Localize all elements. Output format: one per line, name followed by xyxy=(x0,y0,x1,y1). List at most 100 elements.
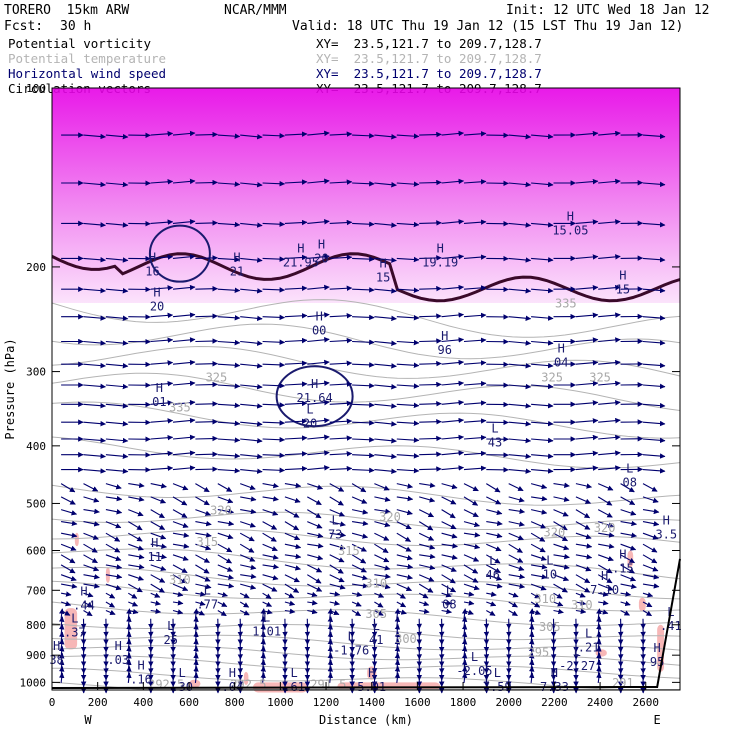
circulation-vector xyxy=(396,221,420,228)
circulation-vector xyxy=(374,573,391,580)
terrain-boundary-line xyxy=(51,558,681,689)
circulation-vector xyxy=(508,543,523,553)
circulation-vector xyxy=(575,434,599,441)
circulation-vector xyxy=(262,532,277,542)
circulation-vector xyxy=(307,543,324,549)
circulation-vector xyxy=(307,359,330,366)
circulation-vector xyxy=(60,543,77,551)
circulation-vector xyxy=(419,338,442,344)
extremum-value-label: 73 xyxy=(328,527,342,541)
circulation-vector xyxy=(441,496,457,505)
circulation-vector xyxy=(307,380,330,387)
extremum-value-label: 20 xyxy=(150,300,164,314)
circulation-vector xyxy=(262,420,286,426)
circulation-vector xyxy=(351,610,362,617)
theta-contour-label: 320 xyxy=(379,510,401,524)
circulation-vector xyxy=(262,362,286,368)
extremum-type-label: H xyxy=(601,569,608,583)
circulation-vector xyxy=(262,496,279,502)
circulation-vector xyxy=(419,496,436,503)
circulation-vector xyxy=(486,564,501,574)
y-tick-label: 700 xyxy=(26,584,46,597)
circulation-vector xyxy=(150,418,174,424)
theta-contour-label: 320 xyxy=(594,521,616,535)
circulation-vector xyxy=(172,509,188,518)
circulation-vector xyxy=(83,420,106,427)
circulation-vector xyxy=(374,583,391,590)
theta-contour-label: 325 xyxy=(206,371,228,385)
circulation-vector xyxy=(150,179,174,185)
circulation-vector xyxy=(441,450,465,456)
circulation-vector xyxy=(150,219,174,225)
circulation-vector xyxy=(150,592,161,598)
circulation-vector xyxy=(463,400,487,406)
extremum-value-label: 46 xyxy=(486,568,500,582)
circulation-vector xyxy=(172,465,196,471)
circulation-vector xyxy=(486,601,497,607)
theta-contour-label: 310 xyxy=(534,592,556,606)
circulation-vector xyxy=(172,178,196,185)
circulation-vector xyxy=(262,339,286,345)
circulation-vector xyxy=(262,221,286,227)
circulation-vector xyxy=(374,543,389,554)
wind-speed-closed-contour xyxy=(275,365,354,428)
circulation-vector xyxy=(105,495,123,502)
circulation-vector xyxy=(284,509,300,518)
circulation-vector xyxy=(419,543,436,550)
circulation-vector xyxy=(128,509,144,517)
circulation-vector xyxy=(531,340,554,346)
circulation-vector xyxy=(598,130,621,137)
circulation-vector xyxy=(531,222,554,228)
circulation-vector xyxy=(597,564,613,574)
circulation-vector xyxy=(531,383,554,390)
x-tick-label: 2400 xyxy=(587,696,614,709)
circulation-vector xyxy=(329,600,340,606)
circulation-vector xyxy=(441,284,465,291)
circulation-vector xyxy=(83,402,106,409)
circulation-vector xyxy=(463,360,487,366)
circulation-vector xyxy=(284,360,308,367)
circulation-vector xyxy=(642,508,660,515)
circulation-vector xyxy=(575,284,599,291)
circulation-vector xyxy=(150,564,167,572)
circulation-vector xyxy=(642,256,666,263)
circulation-vector xyxy=(284,285,308,292)
circulation-vector xyxy=(329,418,353,425)
circulation-vector xyxy=(195,496,210,506)
extremum-type-label: H xyxy=(619,547,626,561)
circulation-vector xyxy=(329,451,353,457)
circulation-vector xyxy=(195,451,218,457)
circulation-vector xyxy=(217,221,241,228)
wind-speed-closed-contour xyxy=(148,224,211,283)
circulation-vector xyxy=(419,131,442,138)
circulation-vector xyxy=(463,434,487,441)
extremum-type-label: L xyxy=(263,610,270,624)
theta-contour-line xyxy=(51,622,681,641)
circulation-vector xyxy=(575,418,599,424)
x-axis-west-label: W xyxy=(84,713,92,727)
circulation-vector xyxy=(508,340,532,346)
circulation-vector xyxy=(575,337,599,343)
x-tick-label: 200 xyxy=(88,696,108,709)
x-tick-label: 1600 xyxy=(404,696,431,709)
extremum-type-label: H xyxy=(437,241,444,255)
circulation-vector xyxy=(352,221,375,227)
circulation-vector xyxy=(240,403,263,409)
circulation-vector xyxy=(195,554,210,563)
circulation-vector xyxy=(530,554,547,561)
circulation-vector xyxy=(329,509,345,517)
circulation-vector xyxy=(620,509,637,516)
circulation-vector xyxy=(217,532,234,540)
circulation-vector xyxy=(463,483,479,492)
circulation-vector xyxy=(105,222,129,228)
circulation-vector xyxy=(396,315,420,321)
valid-time: Valid: 18 UTC Thu 19 Jan 12 (15 LST Thu … xyxy=(292,19,684,34)
circulation-vector xyxy=(441,521,457,530)
circulation-vector xyxy=(83,521,100,527)
circulation-vector xyxy=(284,435,308,441)
extremum-type-label: L xyxy=(491,422,498,436)
circulation-vector xyxy=(217,601,228,607)
extremum-type-label: L xyxy=(167,619,174,633)
circulation-vector xyxy=(195,466,218,472)
circulation-vector xyxy=(262,382,286,389)
